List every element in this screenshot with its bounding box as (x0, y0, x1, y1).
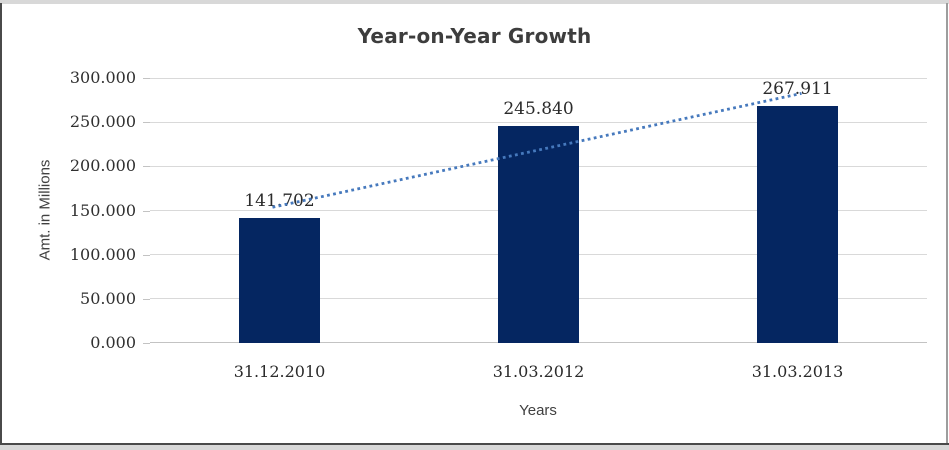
bar-value-label: 245.840 (503, 98, 574, 119)
bar (757, 106, 838, 343)
y-tick-label: 0.000 (90, 333, 136, 352)
frame-border-top (0, 0, 949, 4)
y-axis-tick (143, 122, 150, 124)
y-axis-tick (143, 254, 150, 256)
y-tick-label: 300.000 (69, 68, 136, 87)
gridline (150, 121, 927, 123)
x-tick-label: 31.12.2010 (233, 362, 326, 381)
bar (498, 125, 579, 343)
y-tick-label: 100.000 (69, 244, 136, 264)
frame-border-right (946, 3, 948, 445)
frame-border-bottom (0, 443, 949, 445)
y-axis-tick (143, 298, 150, 300)
y-axis-tick (143, 210, 150, 212)
y-axis-tick (143, 343, 150, 344)
trendline (272, 92, 802, 209)
x-tick-label: 31.03.2013 (751, 362, 844, 381)
y-axis-tick (143, 166, 150, 168)
y-axis-tick (143, 78, 150, 79)
y-tick-label: 250.000 (69, 112, 136, 132)
chart-title: Year-on-Year Growth (357, 24, 592, 48)
bar-value-label: 267.911 (762, 79, 833, 100)
frame-border-bottom-shadow (0, 445, 949, 450)
y-tick-label: 50.000 (80, 288, 136, 308)
gridline (150, 77, 927, 79)
bar (239, 217, 320, 343)
y-tick-label: 150.000 (69, 200, 136, 220)
y-tick-label: 200.000 (69, 156, 136, 176)
x-axis-title: Years (519, 402, 557, 419)
plot-area: 141.702 245.840 267.911 (150, 77, 927, 343)
x-tick-label: 31.03.2012 (492, 362, 585, 381)
frame-border-left (0, 3, 2, 445)
bar-value-label: 141.702 (244, 190, 315, 211)
